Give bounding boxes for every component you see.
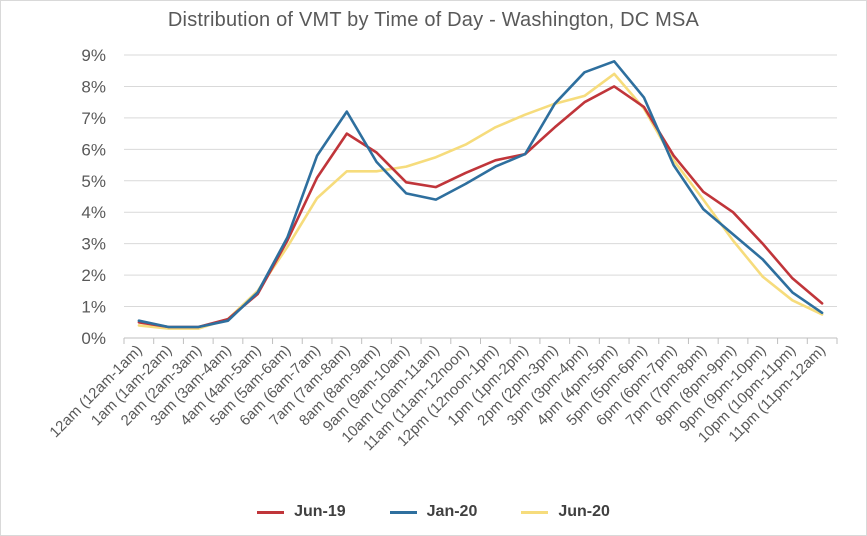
chart-legend: Jun-19 Jan-20 Jun-20: [0, 503, 867, 521]
legend-item-jun-20: Jun-20: [521, 503, 610, 521]
legend-swatch: [257, 510, 285, 514]
y-tick-label: 7%: [81, 109, 106, 128]
y-tick-label: 3%: [81, 235, 106, 254]
y-tick-label: 4%: [81, 203, 106, 222]
series-line-jun-20: [137, 72, 824, 330]
legend-swatch: [389, 510, 417, 514]
chart-title: Distribution of VMT by Time of Day - Was…: [167, 9, 700, 31]
series-line-jan-20: [137, 59, 824, 329]
y-tick-label: 1%: [81, 298, 106, 317]
y-tick-label: 8%: [81, 77, 106, 96]
line-chart: 0%1%2%3%4%5%6%7%8%9%12am (12am-1am)1am (…: [46, 46, 838, 454]
y-tick-label: 6%: [81, 140, 106, 159]
legend-label: Jun-19: [294, 503, 346, 520]
y-tick-label: 2%: [81, 266, 106, 285]
legend-label: Jun-20: [558, 503, 610, 520]
legend-label: Jan-20: [426, 503, 478, 520]
series-line-jun-19: [137, 85, 824, 329]
y-tick-label: 0%: [81, 329, 106, 348]
y-tick-label: 9%: [81, 46, 106, 65]
legend-swatch: [521, 510, 549, 514]
legend-item-jan-20: Jan-20: [389, 503, 478, 521]
y-tick-label: 5%: [81, 172, 106, 191]
legend-item-jun-19: Jun-19: [257, 503, 346, 521]
